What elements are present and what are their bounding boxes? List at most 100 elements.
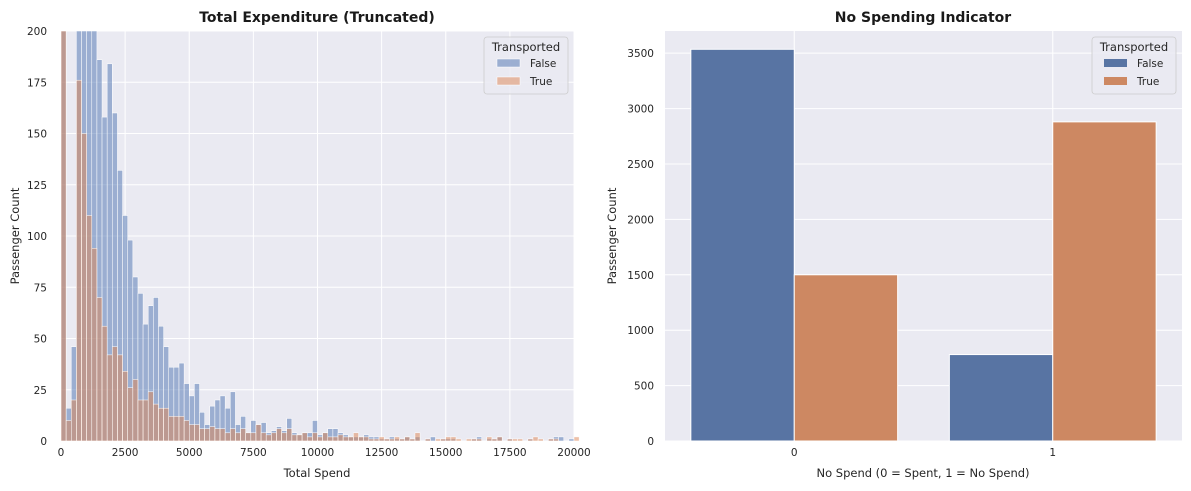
- histogram-legend-title: Transported: [491, 40, 560, 54]
- histogram-bar-true: [368, 438, 375, 442]
- histogram-y-tick-label: 75: [34, 282, 47, 294]
- histogram-bar-true: [260, 432, 267, 442]
- histogram-bar-true: [358, 436, 364, 442]
- histogram-bar-true: [312, 432, 318, 442]
- histogram-bar-true: [512, 438, 518, 442]
- histogram-x-tick-label: 10000: [301, 447, 334, 459]
- histogram-bar-true: [286, 428, 293, 442]
- histogram-bar-true: [348, 436, 354, 442]
- no-spend-y-tick-label: 1500: [627, 270, 654, 282]
- histogram-bar-true: [296, 434, 303, 442]
- histogram-bar-true: [527, 438, 534, 442]
- no-spend-bar-false-1: [948, 354, 1054, 442]
- histogram-bar-true: [573, 436, 580, 442]
- histogram-x-label: Total Spend: [283, 466, 351, 480]
- histogram-bar-true: [204, 428, 211, 442]
- histogram-bar-true: [127, 387, 134, 442]
- no-spend-title: No Spending Indicator: [835, 10, 1012, 26]
- histogram-x-tick-label: 12500: [365, 447, 398, 459]
- histogram-bar-true: [373, 438, 380, 442]
- histogram-bar-true: [353, 432, 359, 442]
- histogram-x-tick-label: 20000: [557, 447, 590, 459]
- no-spend-y-tick-label: 500: [634, 381, 654, 393]
- histogram-bar-true: [301, 432, 308, 442]
- histogram-bar-true: [306, 436, 313, 442]
- histogram-x-tick-label: 2500: [112, 447, 139, 459]
- histogram-bar-true: [189, 424, 195, 442]
- histogram-bar-true: [342, 436, 349, 442]
- histogram-bar-true: [163, 407, 169, 442]
- histogram-bar-true: [153, 403, 159, 442]
- histogram-bar-true: [496, 436, 503, 442]
- no-spend-bar-true-0: [793, 274, 899, 442]
- histogram-title: Total Expenditure (Truncated): [199, 10, 435, 26]
- histogram-bar-true: [209, 426, 216, 442]
- histogram-x-ticks: 0 2500 5000 7500 10000 12500 15000 17500 20000: [58, 447, 591, 459]
- histogram-bar-true: [224, 432, 231, 442]
- histogram-bar-false: [568, 438, 575, 442]
- histogram-bar-true: [553, 438, 559, 442]
- no-spend-y-ticks: 0 500 1000 1500 2000 2500 3000 3500: [627, 48, 654, 448]
- histogram-bar-true: [507, 438, 513, 442]
- histogram-bar-true: [81, 133, 87, 442]
- histogram-y-tick-label: 175: [27, 77, 47, 89]
- histogram-bar-true: [178, 416, 185, 442]
- no-spend-y-tick-label: 1000: [627, 325, 654, 337]
- histogram-bar-true: [158, 407, 164, 442]
- histogram-bar-true: [491, 438, 498, 442]
- histogram-bar-true: [363, 436, 370, 442]
- no-spend-legend-label-true: True: [1136, 76, 1159, 88]
- histogram-bar-true: [337, 434, 344, 442]
- no-spend-y-tick-label: 3000: [627, 104, 654, 116]
- histogram-bar-true: [537, 438, 544, 442]
- histogram-bar-true: [466, 438, 472, 442]
- histogram-bar-true: [137, 399, 144, 442]
- histogram-bars-true: [60, 30, 580, 442]
- histogram-bar-true: [96, 297, 103, 442]
- histogram-bar-true: [183, 420, 190, 442]
- histogram-bar-true: [435, 438, 441, 442]
- histogram-bar-true: [424, 438, 431, 442]
- histogram-bar-true: [76, 79, 82, 442]
- histogram-bar-true: [548, 438, 554, 442]
- no-spend-x-tick-label: 1: [1049, 447, 1056, 459]
- histogram-bar-true: [476, 438, 482, 442]
- histogram-chart: 0 2500 5000 7500 10000 12500 15000 17500 20000 0…: [8, 10, 591, 480]
- histogram-y-tick-label: 50: [34, 334, 47, 346]
- histogram-bar-true: [445, 436, 452, 442]
- no-spend-bar-true-1: [1052, 121, 1157, 442]
- no-spend-legend-swatch-true: [1104, 77, 1127, 85]
- histogram-y-tick-label: 150: [27, 129, 47, 141]
- histogram-x-tick-label: 5000: [176, 447, 203, 459]
- histogram-legend-swatch-false: [496, 58, 521, 68]
- histogram-bar-true: [414, 432, 421, 442]
- histogram-bar-true: [142, 399, 149, 442]
- histogram-bar-true: [219, 428, 226, 442]
- histogram-bar-true: [122, 371, 128, 442]
- histogram-bar-true: [440, 438, 446, 442]
- histogram-bar-true: [455, 438, 462, 442]
- histogram-bar-true: [281, 432, 287, 442]
- histogram-bar-true: [389, 438, 395, 442]
- histogram-y-label: Passenger Count: [8, 187, 22, 284]
- histogram-bar-true: [250, 432, 257, 442]
- histogram-bar-true: [112, 346, 118, 442]
- no-spend-y-tick-label: 2000: [627, 214, 654, 226]
- histogram-bar-true: [86, 215, 93, 442]
- histogram-bar-true: [194, 424, 200, 442]
- histogram-bar-true: [60, 30, 67, 442]
- histogram-x-tick-label: 7500: [240, 447, 267, 459]
- histogram-bar-true: [517, 438, 523, 442]
- histogram-bar-true: [235, 432, 241, 442]
- histogram-y-tick-label: 100: [27, 231, 47, 243]
- histogram-bar-true: [117, 354, 123, 442]
- histogram-x-tick-label: 0: [58, 447, 65, 459]
- histogram-bar-true: [230, 428, 236, 442]
- histogram-bar-true: [471, 438, 477, 442]
- histogram-bar-true: [399, 438, 405, 442]
- histogram-bar-true: [91, 248, 98, 442]
- no-spend-y-tick-label: 2500: [627, 159, 654, 171]
- histogram-bar-true: [245, 432, 252, 442]
- histogram-bar-true: [132, 379, 139, 442]
